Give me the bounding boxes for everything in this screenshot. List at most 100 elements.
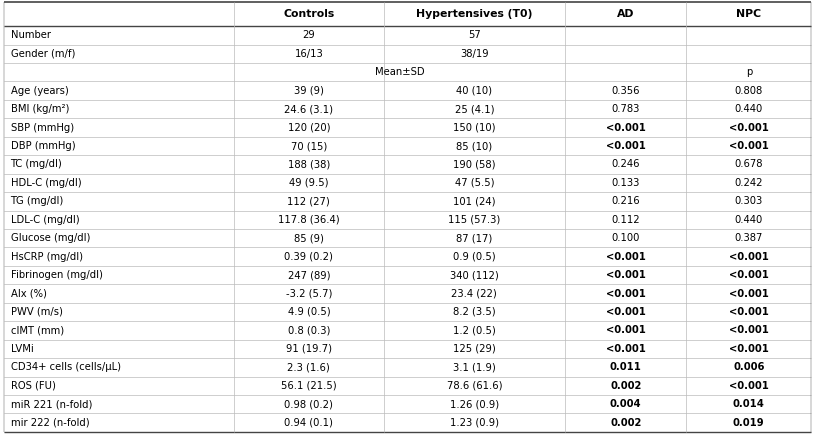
Text: NPC: NPC: [737, 9, 761, 19]
Text: cIMT (mm): cIMT (mm): [11, 326, 63, 335]
Text: <0.001: <0.001: [729, 289, 769, 299]
Text: 190 (58): 190 (58): [453, 159, 496, 169]
Text: <0.001: <0.001: [606, 326, 646, 335]
Text: 4.9 (0.5): 4.9 (0.5): [288, 307, 330, 317]
Text: 0.98 (0.2): 0.98 (0.2): [285, 399, 333, 409]
Text: -3.2 (5.7): -3.2 (5.7): [285, 289, 332, 299]
Text: 188 (38): 188 (38): [288, 159, 330, 169]
Text: 0.39 (0.2): 0.39 (0.2): [285, 252, 333, 262]
Text: 0.011: 0.011: [610, 362, 641, 372]
Text: 0.356: 0.356: [611, 85, 640, 95]
Text: 1.26 (0.9): 1.26 (0.9): [450, 399, 499, 409]
Text: <0.001: <0.001: [729, 141, 769, 151]
Text: 87 (17): 87 (17): [456, 233, 493, 243]
Text: mir 222 (n-fold): mir 222 (n-fold): [11, 418, 89, 427]
Text: 24.6 (3.1): 24.6 (3.1): [285, 104, 333, 114]
Text: Fibrinogen (mg/dl): Fibrinogen (mg/dl): [11, 270, 102, 280]
Text: 115 (57.3): 115 (57.3): [448, 215, 501, 225]
Text: 0.133: 0.133: [611, 178, 640, 188]
Text: 0.8 (0.3): 0.8 (0.3): [288, 326, 330, 335]
Text: HDL-C (mg/dl): HDL-C (mg/dl): [11, 178, 81, 188]
Text: 1.23 (0.9): 1.23 (0.9): [450, 418, 499, 427]
Text: 0.019: 0.019: [733, 418, 764, 427]
Text: 0.100: 0.100: [611, 233, 640, 243]
Text: <0.001: <0.001: [729, 326, 769, 335]
Text: CD34+ cells (cells/μL): CD34+ cells (cells/μL): [11, 362, 120, 372]
Text: 85 (10): 85 (10): [456, 141, 493, 151]
Text: Age (years): Age (years): [11, 85, 68, 95]
Text: 0.112: 0.112: [611, 215, 640, 225]
Text: 150 (10): 150 (10): [453, 122, 496, 132]
Text: 0.94 (0.1): 0.94 (0.1): [285, 418, 333, 427]
Text: <0.001: <0.001: [729, 252, 769, 262]
Text: Mean±SD: Mean±SD: [375, 67, 424, 77]
Text: <0.001: <0.001: [606, 122, 646, 132]
Text: 247 (89): 247 (89): [288, 270, 330, 280]
Text: <0.001: <0.001: [729, 122, 769, 132]
Text: 40 (10): 40 (10): [456, 85, 493, 95]
Text: 91 (19.7): 91 (19.7): [286, 344, 332, 354]
Text: DBP (mmHg): DBP (mmHg): [11, 141, 75, 151]
Text: <0.001: <0.001: [606, 307, 646, 317]
Text: 0.440: 0.440: [735, 215, 763, 225]
Text: LVMi: LVMi: [11, 344, 33, 354]
Text: 0.242: 0.242: [735, 178, 763, 188]
Text: AIx (%): AIx (%): [11, 289, 46, 299]
Text: 0.002: 0.002: [610, 418, 641, 427]
Text: HsCRP (mg/dl): HsCRP (mg/dl): [11, 252, 83, 262]
Text: 0.004: 0.004: [610, 399, 641, 409]
Text: 70 (15): 70 (15): [291, 141, 327, 151]
Text: 0.9 (0.5): 0.9 (0.5): [453, 252, 496, 262]
Text: TG (mg/dl): TG (mg/dl): [11, 196, 63, 206]
Text: 23.4 (22): 23.4 (22): [451, 289, 498, 299]
Text: <0.001: <0.001: [729, 270, 769, 280]
Text: 117.8 (36.4): 117.8 (36.4): [278, 215, 340, 225]
Text: <0.001: <0.001: [729, 307, 769, 317]
Text: 56.1 (21.5): 56.1 (21.5): [281, 381, 337, 391]
Text: 2.3 (1.6): 2.3 (1.6): [288, 362, 330, 372]
Text: 0.387: 0.387: [735, 233, 763, 243]
Text: 0.014: 0.014: [733, 399, 765, 409]
Text: BMI (kg/m²): BMI (kg/m²): [11, 104, 69, 114]
Text: 39 (9): 39 (9): [293, 85, 324, 95]
Text: 78.6 (61.6): 78.6 (61.6): [446, 381, 502, 391]
Text: 85 (9): 85 (9): [293, 233, 324, 243]
Text: Controls: Controls: [283, 9, 334, 19]
Text: 101 (24): 101 (24): [453, 196, 496, 206]
Text: PWV (m/s): PWV (m/s): [11, 307, 63, 317]
Text: 0.808: 0.808: [735, 85, 763, 95]
Text: 8.2 (3.5): 8.2 (3.5): [453, 307, 496, 317]
Text: p: p: [746, 67, 752, 77]
Text: 120 (20): 120 (20): [288, 122, 330, 132]
Text: 57: 57: [468, 30, 480, 40]
Text: TC (mg/dl): TC (mg/dl): [11, 159, 63, 169]
Text: <0.001: <0.001: [729, 381, 769, 391]
Text: ROS (FU): ROS (FU): [11, 381, 55, 391]
Text: Glucose (mg/dl): Glucose (mg/dl): [11, 233, 90, 243]
Text: 340 (112): 340 (112): [450, 270, 498, 280]
Text: 0.246: 0.246: [611, 159, 640, 169]
Text: 0.002: 0.002: [610, 381, 641, 391]
Text: 29: 29: [302, 30, 315, 40]
Text: 0.006: 0.006: [733, 362, 764, 372]
Text: <0.001: <0.001: [729, 344, 769, 354]
Text: 3.1 (1.9): 3.1 (1.9): [453, 362, 496, 372]
Text: <0.001: <0.001: [606, 141, 646, 151]
Text: 0.440: 0.440: [735, 104, 763, 114]
Text: Gender (m/f): Gender (m/f): [11, 49, 75, 59]
Text: miR 221 (n-fold): miR 221 (n-fold): [11, 399, 92, 409]
Text: 0.678: 0.678: [735, 159, 763, 169]
Text: LDL-C (mg/dl): LDL-C (mg/dl): [11, 215, 79, 225]
Text: 47 (5.5): 47 (5.5): [454, 178, 494, 188]
Text: 25 (4.1): 25 (4.1): [454, 104, 494, 114]
Text: <0.001: <0.001: [606, 289, 646, 299]
Text: <0.001: <0.001: [606, 344, 646, 354]
Text: 0.216: 0.216: [611, 196, 640, 206]
Text: 0.303: 0.303: [735, 196, 763, 206]
Text: 16/13: 16/13: [294, 49, 324, 59]
Text: 38/19: 38/19: [460, 49, 489, 59]
Text: <0.001: <0.001: [606, 252, 646, 262]
Text: Hypertensives (T0): Hypertensives (T0): [416, 9, 533, 19]
Text: 0.783: 0.783: [611, 104, 640, 114]
Text: AD: AD: [617, 9, 634, 19]
